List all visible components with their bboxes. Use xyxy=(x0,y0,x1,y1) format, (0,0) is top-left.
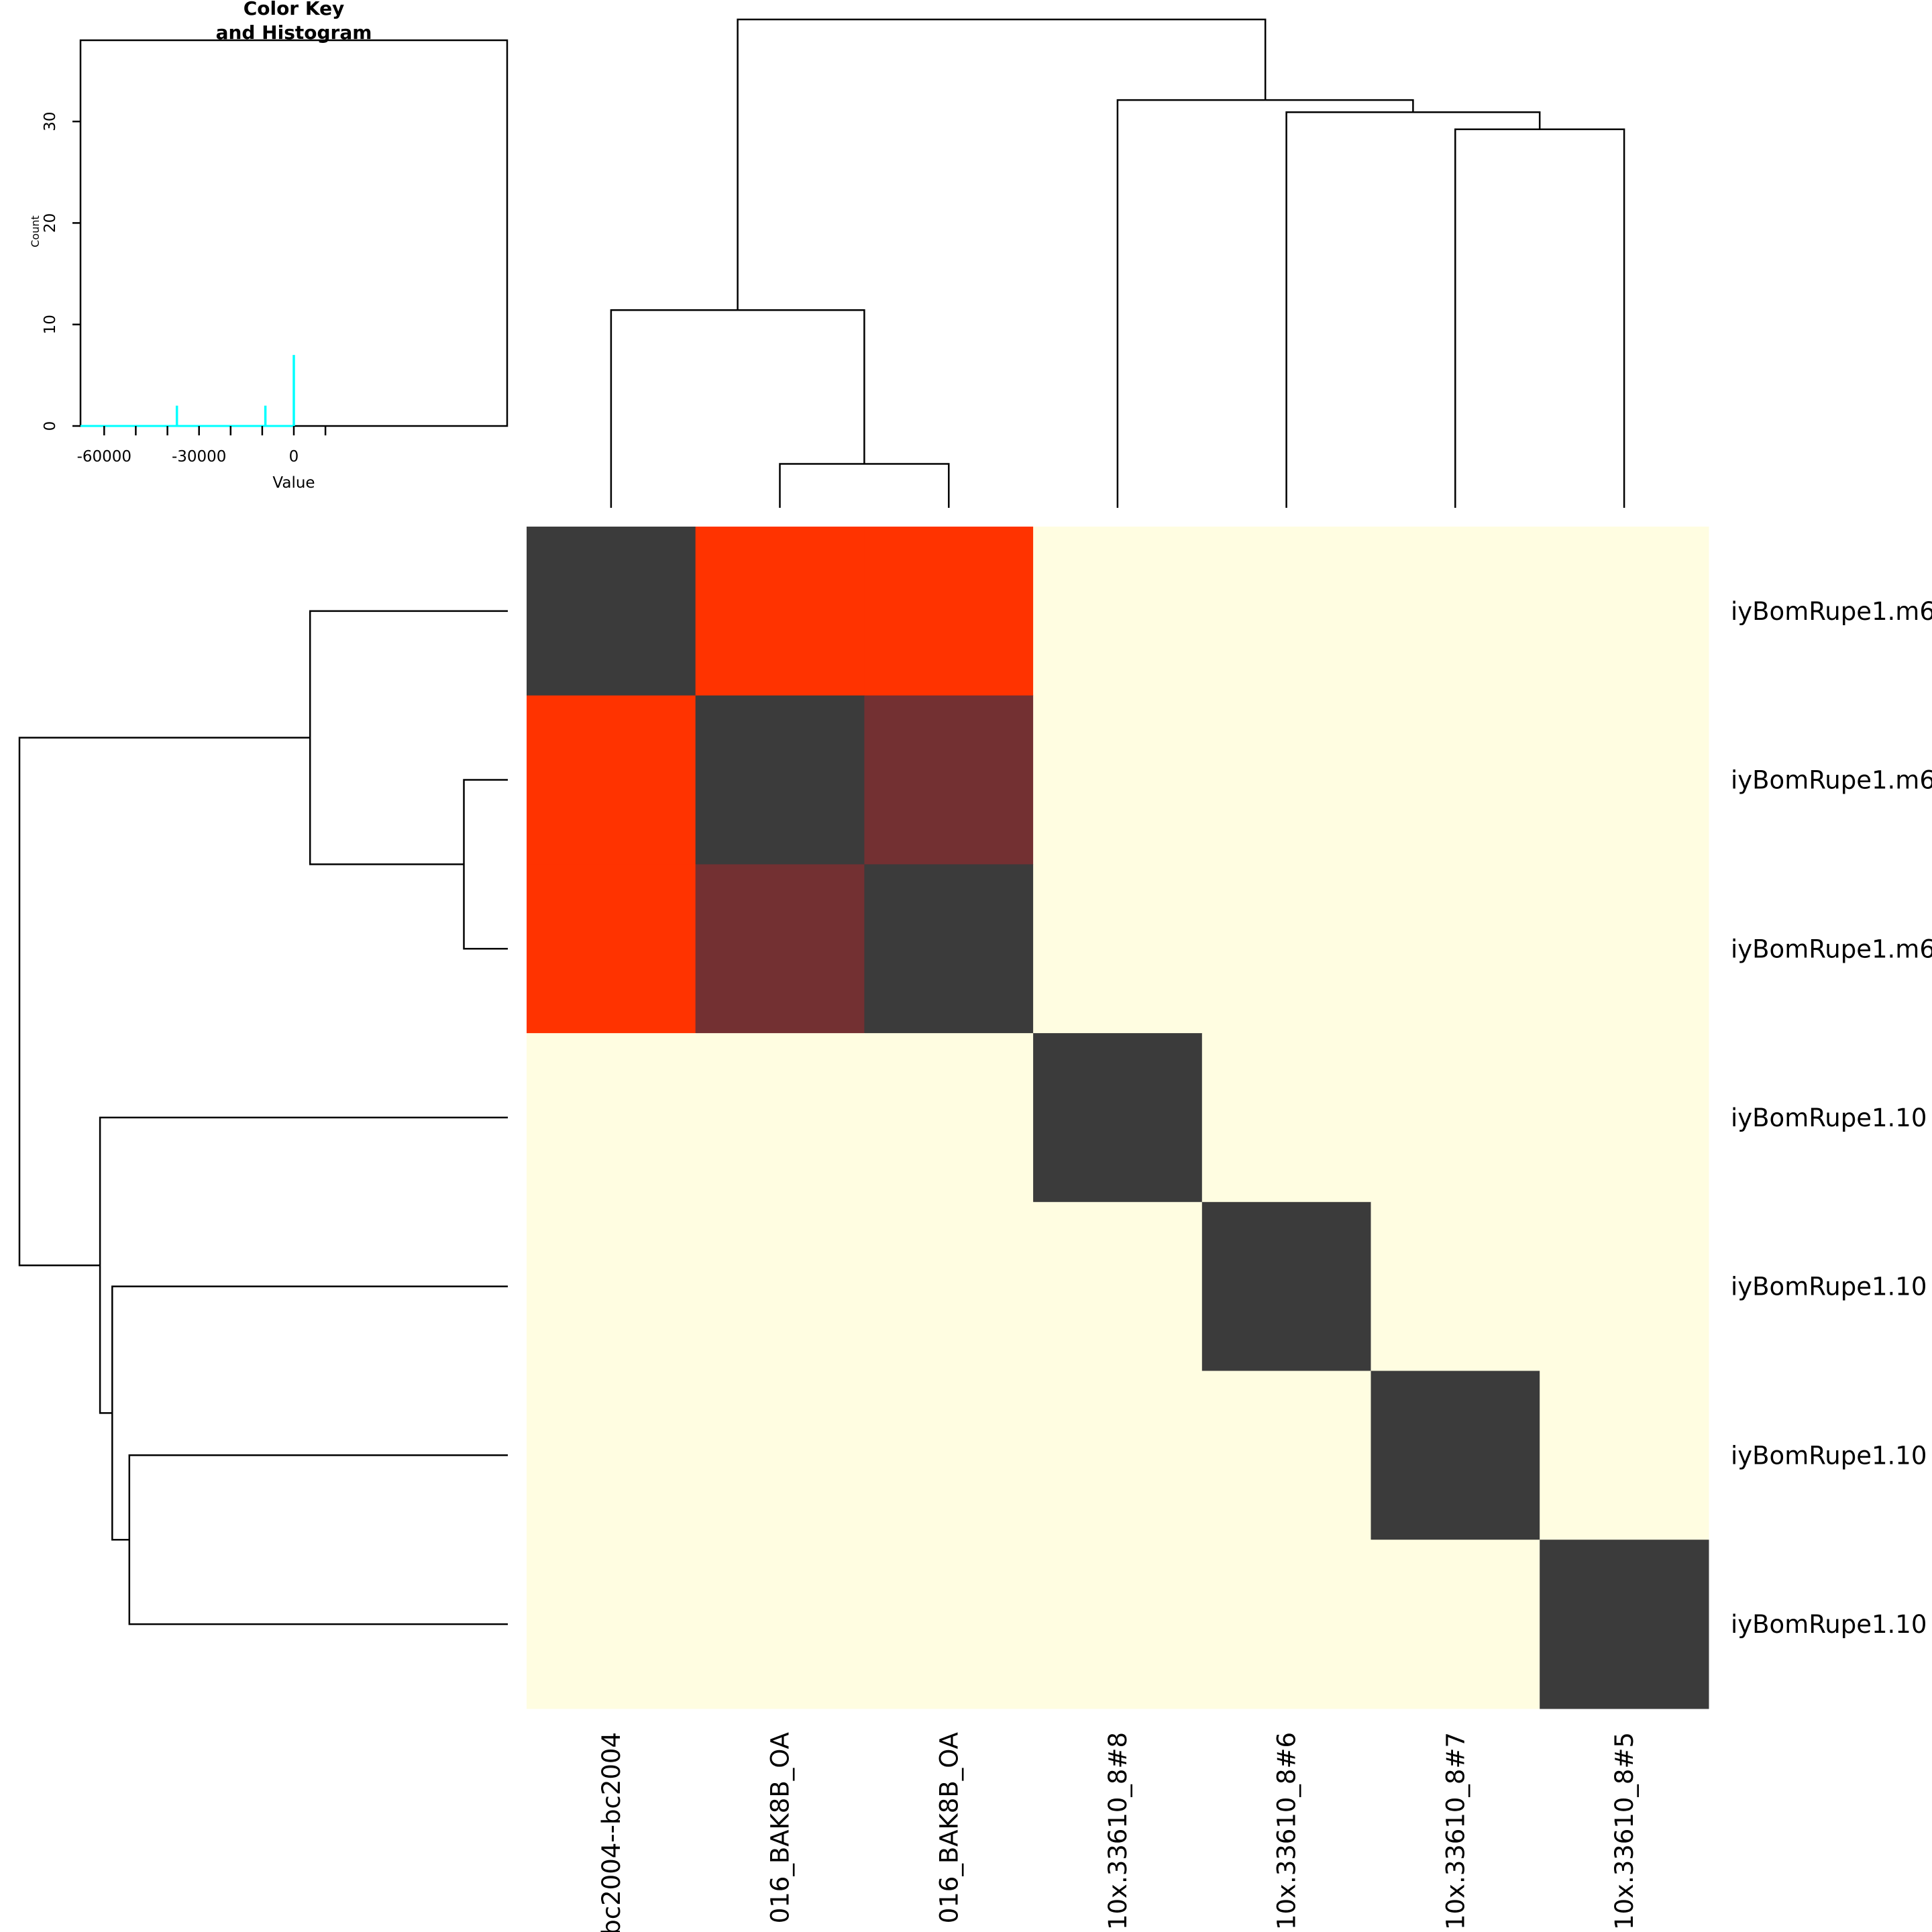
key-x-tick-label-2: -30000 xyxy=(172,448,226,466)
heatmap-cell-r4-c5 xyxy=(1201,1033,1372,1203)
row-label-5: iyBomRupe1.10 xyxy=(1731,1273,1927,1301)
heatmap-cell-r3-c2 xyxy=(695,864,865,1034)
row-dendrogram-branch-5 xyxy=(99,1116,508,1414)
color-key-y-axis: 0 10 20 30 xyxy=(42,111,80,431)
heatmap-cell-r5-c7 xyxy=(1540,1201,1709,1372)
heatmap-cells xyxy=(527,527,1709,1709)
heatmap-cell-r1-c6 xyxy=(1371,527,1540,696)
color-key-y-title: Count xyxy=(29,215,42,248)
heatmap-cell-r6-c5 xyxy=(1201,1371,1372,1540)
heatmap-cell-r2-c5 xyxy=(1201,695,1372,865)
heatmap-cell-r4-c1 xyxy=(527,1033,696,1203)
heatmap-cell-r6-c7 xyxy=(1540,1371,1709,1540)
column-label-1: bc2004--bc2004 xyxy=(597,1732,626,1932)
heatmap-cell-r6-c2 xyxy=(695,1371,865,1540)
heatmap-cell-r4-c4 xyxy=(1033,1033,1203,1203)
column-dendrogram-branch-1 xyxy=(779,463,950,508)
color-key-x-axis: -60000 -30000 0 xyxy=(77,426,327,466)
heatmap-cell-r6-c4 xyxy=(1033,1371,1203,1540)
key-x-tick-label-1: -60000 xyxy=(77,448,131,466)
row-label-3: iyBomRupe1.m6 xyxy=(1731,934,1932,963)
heatmap-cell-r5-c2 xyxy=(695,1201,865,1372)
color-key: Color Key and Histogram -60000 -30000 0 01… xyxy=(29,0,508,492)
row-dendrogram-branch-1 xyxy=(463,779,508,950)
row-dendrogram-branch-3 xyxy=(128,1454,508,1625)
column-dendrogram xyxy=(610,18,1625,508)
heatmap-cell-r7-c1 xyxy=(527,1540,696,1709)
key-y-tick-label-4: 30 xyxy=(42,111,59,131)
heatmap-cell-r5-c4 xyxy=(1033,1201,1203,1372)
heatmap-cell-r2-c7 xyxy=(1540,695,1709,865)
row-label-4: iyBomRupe1.10 xyxy=(1731,1104,1927,1132)
heatmap-cell-r4-c3 xyxy=(864,1033,1034,1203)
column-dendrogram-branch-4 xyxy=(1285,111,1541,508)
heatmap-cell-r7-c2 xyxy=(695,1540,865,1709)
column-label-4: 10x.33610_8#8 xyxy=(1104,1732,1132,1930)
heatmap-cell-r1-c2 xyxy=(695,527,865,696)
heatmap-cell-r2-c2 xyxy=(695,695,865,865)
heatmap-cell-r1-c5 xyxy=(1201,527,1372,696)
row-dendrogram-branch-4 xyxy=(111,1285,508,1541)
key-y-tick-label-1: 0 xyxy=(42,421,59,431)
heatmap-cell-r4-c6 xyxy=(1371,1033,1540,1203)
heatmap-cell-r5-c3 xyxy=(864,1201,1034,1372)
row-label-2: iyBomRupe1.m6 xyxy=(1731,766,1932,795)
column-label-3: 016_BAK8B_OA xyxy=(934,1732,963,1923)
row-label-6: iyBomRupe1.10 xyxy=(1731,1441,1927,1470)
row-label-1: iyBomRupe1.m6 xyxy=(1731,597,1932,626)
column-label-6: 10x.33610_8#7 xyxy=(1441,1732,1470,1930)
heatmap-cell-r3-c1 xyxy=(527,864,696,1034)
heatmap-cell-r2-c4 xyxy=(1033,695,1203,865)
key-x-tick-label-3: 0 xyxy=(289,448,299,466)
key-y-tick-label-3: 20 xyxy=(42,213,59,233)
heatmap-cell-r2-c1 xyxy=(527,695,696,865)
heatmap-cell-r1-c7 xyxy=(1540,527,1709,696)
heatmap-cell-r3-c5 xyxy=(1201,864,1372,1034)
row-dendrogram-branch-6 xyxy=(18,737,311,1267)
heatmap-cell-r4-c2 xyxy=(695,1033,865,1203)
heatmap-cell-r3-c3 xyxy=(864,864,1034,1034)
heatmap-cell-r7-c7 xyxy=(1540,1540,1709,1709)
row-labels: iyBomRupe1.m6 iyBomRupe1.m6 iyBomRupe1.m6 i… xyxy=(1731,597,1932,1639)
heatmap-cell-r7-c5 xyxy=(1201,1540,1372,1709)
column-dendrogram-branch-3 xyxy=(1454,128,1625,508)
heatmap-cell-r6-c1 xyxy=(527,1371,696,1540)
color-key-title: Color Key xyxy=(244,0,345,19)
heatmap-cell-r4-c7 xyxy=(1540,1033,1709,1203)
heatmap-cell-r5-c5 xyxy=(1201,1201,1372,1372)
row-dendrogram xyxy=(18,610,508,1625)
heatmap-cell-r5-c1 xyxy=(527,1201,696,1372)
heatmap-cell-r3-c7 xyxy=(1540,864,1709,1034)
heatmap-cell-r5-c6 xyxy=(1371,1201,1540,1372)
column-labels: bc2004--bc2004 016_BAK8B_OA 016_BAK8B_OA 10… xyxy=(597,1732,1639,1932)
heatmap-cell-r7-c3 xyxy=(864,1540,1034,1709)
column-dendrogram-branch-5 xyxy=(1116,99,1414,508)
heatmap-cell-r1-c1 xyxy=(527,527,696,696)
column-dendrogram-branch-2 xyxy=(610,309,865,508)
column-label-7: 10x.33610_8#5 xyxy=(1610,1732,1639,1930)
heatmap-cell-r3-c4 xyxy=(1033,864,1203,1034)
heatmap-cell-r7-c6 xyxy=(1371,1540,1540,1709)
heatmap-cell-r6-c3 xyxy=(864,1371,1034,1540)
heatmap-cell-r1-c4 xyxy=(1033,527,1203,696)
heatmap-cell-r3-c6 xyxy=(1371,864,1540,1034)
column-label-5: 10x.33610_8#6 xyxy=(1273,1732,1301,1930)
color-key-histogram xyxy=(80,355,295,427)
row-dendrogram-branch-2 xyxy=(309,610,508,865)
column-dendrogram-branch-6 xyxy=(737,18,1267,311)
color-key-x-title: Value xyxy=(272,474,315,492)
key-y-tick-label-2: 10 xyxy=(42,315,59,334)
heatmap-cell-r2-c3 xyxy=(864,695,1034,865)
heatmap-cell-r1-c3 xyxy=(864,527,1034,696)
row-label-7: iyBomRupe1.10 xyxy=(1731,1610,1927,1639)
column-label-2: 016_BAK8B_OA xyxy=(766,1732,795,1923)
heatmap-cell-r7-c4 xyxy=(1033,1540,1203,1709)
heatmap-cell-r6-c6 xyxy=(1371,1371,1540,1540)
heatmap-cell-r2-c6 xyxy=(1371,695,1540,865)
